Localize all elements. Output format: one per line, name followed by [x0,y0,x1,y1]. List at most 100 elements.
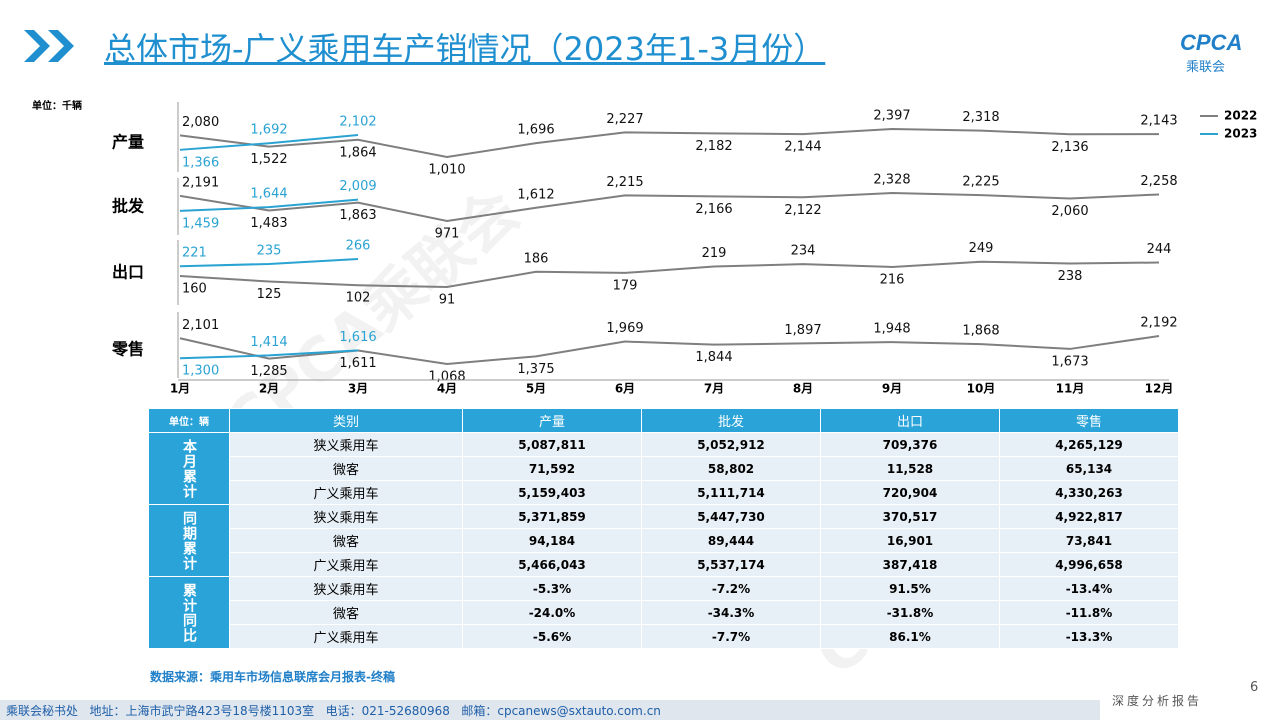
line-2023 [179,198,359,212]
data-label: 221 [182,246,207,261]
x-tick-label: 9月 [882,382,902,396]
value-cell: 720,904 [820,480,1000,505]
data-label: 216 [880,273,905,288]
data-label: 266 [346,239,371,254]
value-cell: -31.8% [820,600,1000,625]
unit-label: 单位：千辆 [32,99,82,112]
value-cell: -13.4% [999,576,1179,601]
column-header: 类别 [229,408,463,433]
line-2023 [179,133,359,151]
value-cell: 91.5% [820,576,1000,601]
data-label: 2,227 [606,112,643,127]
header-row: 单位：辆 类别 产量 批发 出口 零售 [148,408,1179,433]
data-label: 1,366 [182,155,219,170]
data-label: 2,192 [1140,316,1177,331]
data-label: 102 [346,291,371,306]
category-cell: 广义乘用车 [229,624,463,649]
data-label: 1,285 [250,364,287,379]
line-2022 [179,127,1160,159]
data-label: 125 [257,287,282,302]
data-label: 1,483 [250,216,287,231]
data-label: 2,122 [784,203,821,218]
data-label: 2,191 [182,175,219,190]
column-header: 批发 [641,408,821,433]
table-row: 广义乘用车 5,466,043 5,537,174 387,418 4,996,658 [149,552,1179,577]
contact: 乘联会秘书处 地址：上海市武宁路423号18号楼1103室 电话：021-526… [6,704,661,718]
column-header: 零售 [999,408,1179,433]
data-label: 1,969 [606,321,643,336]
slide-title: 总体市场-广义乘用车产销情况（2023年1-3月份） [104,30,826,68]
value-cell: 71,592 [462,456,642,481]
line-2023 [179,258,359,268]
category-cell: 广义乘用车 [229,480,463,505]
data-label: 2,136 [1051,140,1088,155]
data-label: 2,318 [962,110,999,125]
table-row: 本月累计 狭义乘用车 5,087,811 5,052,912 709,376 4,265,… [148,432,1179,505]
x-tick-label: 2月 [259,382,279,396]
x-tick-label: 8月 [793,382,813,396]
value-cell: -24.0% [462,600,642,625]
data-label: 1,522 [250,152,287,167]
data-label: 244 [1147,242,1172,257]
x-tick-label: 3月 [348,382,368,396]
data-label: 1,068 [428,370,465,385]
table-row: 微客 71,592 58,802 11,528 65,134 [149,456,1179,481]
value-cell: 387,418 [820,552,1000,577]
panel-label: 批发 [112,197,145,216]
data-label: 186 [524,251,549,266]
value-cell: 58,802 [641,456,821,481]
x-tick-label: 1月 [170,382,190,396]
x-tick-label: 5月 [526,382,546,396]
value-cell: -5.3% [462,576,642,601]
group-label: 本月累计 [148,432,230,505]
panel-label: 出口 [112,263,144,282]
value-cell: 5,447,730 [641,504,821,529]
data-label: 1,696 [517,123,554,138]
data-label: 1,300 [182,364,219,379]
data-label: 1,644 [250,187,287,202]
x-tick-label: 4月 [437,382,457,396]
x-tick-label: 10月 [967,382,996,396]
data-label: 2,144 [784,140,821,155]
data-label: 1,692 [250,123,287,138]
data-label: 1,864 [339,145,376,160]
data-label: 1,611 [339,356,376,371]
data-label: 2,182 [695,139,732,154]
data-label: 2,397 [873,109,910,124]
data-label: 2,166 [695,202,732,217]
value-cell: 5,052,912 [641,432,821,457]
category-cell: 微客 [229,600,463,625]
data-label: 2,215 [606,175,643,190]
value-cell: -11.8% [999,600,1179,625]
value-cell: 4,922,817 [999,504,1179,529]
category-cell: 微客 [229,456,463,481]
data-label: 1,948 [873,322,910,337]
x-tick-label: 12月 [1145,382,1174,396]
value-cell: 5,159,403 [462,480,642,505]
value-cell: 94,184 [462,528,642,553]
data-label: 971 [435,227,460,242]
value-cell: 5,111,714 [641,480,821,505]
value-cell: -34.3% [641,600,821,625]
data-label: 2,225 [962,175,999,190]
category-cell: 狭义乘用车 [229,432,463,457]
data-label: 1,414 [250,335,287,350]
data-label: 2,143 [1140,114,1177,129]
value-cell: -7.2% [641,576,821,601]
column-header: 产量 [462,408,642,433]
value-cell: -5.6% [462,624,642,649]
category-cell: 狭义乘用车 [229,504,463,529]
data-label: 1,459 [182,216,219,231]
value-cell: 86.1% [820,624,1000,649]
category-cell: 狭义乘用车 [229,576,463,601]
data-label: 249 [969,241,994,256]
chart: 单位：千辆 2022 2023 产量 2,080 1,522 1,864 1,010 1,696… [32,99,1257,396]
legend-label: 2022 [1224,109,1257,123]
unit-cell: 单位：辆 [148,408,230,433]
value-cell: 4,330,263 [999,480,1179,505]
value-cell: 5,537,174 [641,552,821,577]
value-cell: 73,841 [999,528,1179,553]
category-cell: 广义乘用车 [229,552,463,577]
data-label: 1,375 [517,362,554,377]
